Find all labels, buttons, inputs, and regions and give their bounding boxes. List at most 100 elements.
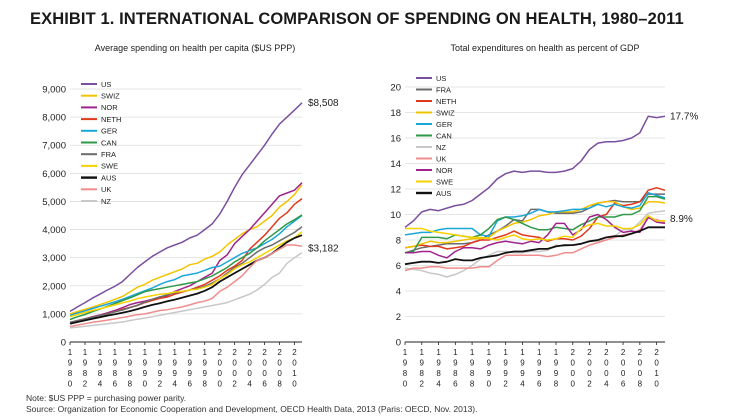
pct-gdp-legend-label-ger: GER [436,120,453,129]
per-capita-y-tick-label: 5,000 [42,197,66,208]
pct-gdp-legend-label-us: US [436,74,446,83]
per-capita-chart-title: Average spending on health per capita ($… [95,43,295,53]
exhibit-title: EXHIBIT 1. INTERNATIONAL COMPARISON OF S… [30,10,684,28]
pct-gdp-y-tick-label: 12 [390,185,401,196]
per-capita-chart: Average spending on health per capita ($… [42,43,339,389]
pct-gdp-y-tick-label: 2 [396,312,401,323]
pct-gdp-series-fra [404,193,665,254]
pct-gdp-y-tick-label: 10 [390,210,401,221]
per-capita-legend-label-nz: NZ [101,197,111,206]
pct-gdp-y-tick-label: 20 [390,83,401,94]
per-capita-legend-label-swe: SWE [101,162,118,171]
per-capita-legend-label-ger: GER [101,127,118,136]
footnote: Note: $US PPP = purchasing power parity.… [26,393,478,415]
per-capita-y-tick-label: 4,000 [42,225,66,236]
pct-gdp-series-can [404,195,666,254]
pct-gdp-legend-label-neth: NETH [436,97,456,106]
footnote-source: Source: Organization for Economic Cooper… [26,404,478,414]
pct-gdp-chart-title: Total expenditures on health as percent … [450,43,639,53]
per-capita-y-tick-label: 8,000 [42,113,66,124]
per-capita-y-tick-label: 0 [61,338,66,349]
pct-gdp-annotation-us: 17.7% [670,111,698,122]
footnote-note: Note: $US PPP = purchasing power parity. [26,393,187,403]
per-capita-legend-label-neth: NETH [101,115,121,124]
per-capita-legend-label-aus: AUS [101,173,116,182]
pct-gdp-y-tick-label: 8 [396,236,401,247]
pct-gdp-legend-label-can: CAN [436,131,452,140]
per-capita-series-uk [69,244,303,328]
per-capita-annotation-nz: $3,182 [308,244,339,255]
pct-gdp-series-ger [404,192,666,237]
pct-gdp-series-neth [404,186,666,250]
per-capita-y-tick-label: 1,000 [42,309,66,320]
pct-gdp-series-aus [404,226,665,266]
per-capita-legend-label-swiz: SWIZ [101,92,120,101]
per-capita-series-nor [69,182,303,324]
pct-gdp-series-uk [404,217,666,272]
per-capita-series-us [69,102,303,313]
per-capita-y-tick-label: 7,000 [42,141,66,152]
pct-gdp-y-tick-label: 4 [396,287,401,298]
pct-gdp-legend-label-uk: UK [436,154,446,163]
pct-gdp-y-tick-label: 18 [390,108,401,119]
per-capita-legend-label-us: US [101,80,111,89]
pct-gdp-series-nor [405,213,666,259]
pct-gdp-series-us [404,115,666,228]
per-capita-series-nz [69,251,303,329]
per-capita-legend-label-can: CAN [101,138,117,147]
pct-gdp-legend-label-aus: AUS [436,189,451,198]
pct-gdp-series-swiz [404,201,666,249]
per-capita-series-ger [69,214,303,317]
pct-gdp-y-tick-label: 14 [390,159,401,170]
pct-gdp-annotation-uk: 8.9% [670,214,693,225]
pct-gdp-series-swe [405,215,665,241]
pct-gdp-y-tick-label: 0 [396,338,401,349]
per-capita-series-swiz [69,184,303,315]
per-capita-legend-label-nor: NOR [101,103,118,112]
pct-gdp-legend-label-nor: NOR [436,166,453,175]
per-capita-y-tick-label: 2,000 [42,281,66,292]
per-capita-y-tick-label: 9,000 [42,85,66,96]
pct-gdp-legend-label-swiz: SWIZ [436,108,455,117]
per-capita-legend-label-uk: UK [101,185,111,194]
pct-gdp-legend-label-nz: NZ [436,143,446,152]
pct-gdp-y-tick-label: 6 [396,261,401,272]
per-capita-annotation-us: $8,508 [308,98,339,109]
pct-gdp-series-nz [404,209,666,278]
pct-gdp-legend-label-swe: SWE [436,177,453,186]
pct-gdp-legend-label-fra: FRA [436,85,451,94]
per-capita-y-tick-label: 6,000 [42,169,66,180]
pct-gdp-y-tick-label: 16 [390,134,401,145]
per-capita-series-swe [69,231,303,318]
